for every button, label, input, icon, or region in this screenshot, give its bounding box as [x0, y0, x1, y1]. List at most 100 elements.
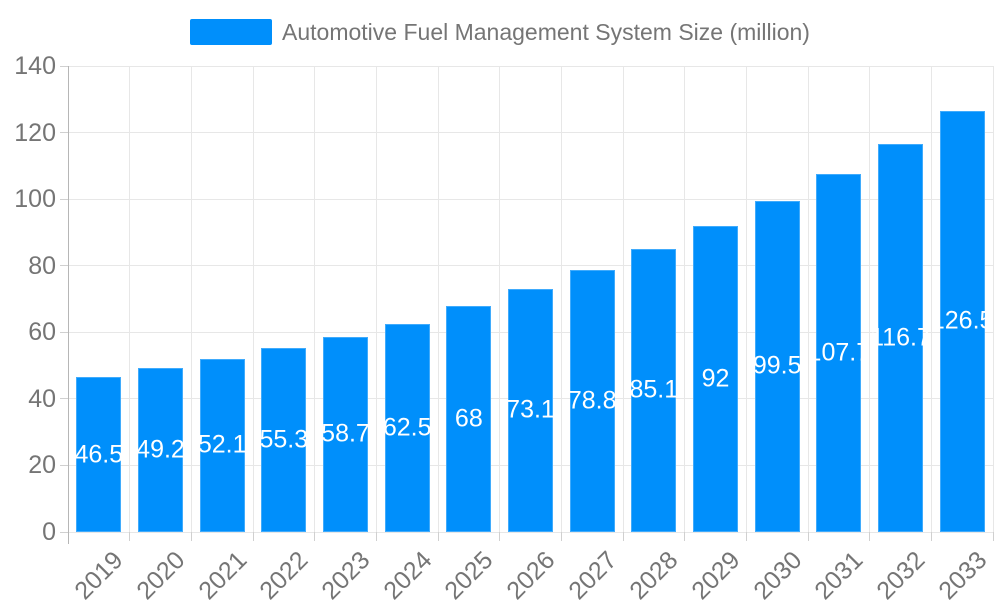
bar-value-label: 85.1 [629, 375, 679, 404]
x-tick-label-2020: 2020 [131, 546, 191, 600]
y-tick [60, 464, 68, 466]
bar-2020[interactable]: 49.2 [136, 368, 185, 532]
x-tick [314, 532, 316, 541]
x-tick [252, 532, 254, 541]
bar-value-label: 116.7 [870, 323, 931, 352]
x-tick-label-2029: 2029 [686, 546, 746, 600]
y-tick-label-100: 100 [14, 185, 56, 214]
gridline-v [499, 66, 501, 532]
y-tick [60, 398, 68, 400]
bar-value-label: 99.5 [752, 351, 802, 380]
x-tick-label-2025: 2025 [439, 546, 499, 600]
bar-2023[interactable]: 58.7 [321, 336, 370, 532]
x-tick-label-2027: 2027 [562, 546, 622, 600]
x-tick [190, 532, 192, 541]
gridline-v [684, 66, 686, 532]
bar-2022[interactable]: 55.3 [259, 347, 309, 532]
gridline-v [375, 66, 377, 532]
bar-2024[interactable]: 62.5 [382, 323, 432, 532]
bar-2032[interactable]: 116.7 [870, 143, 931, 532]
gridline-h [68, 65, 993, 67]
bar-value-label: 55.3 [259, 425, 309, 454]
gridline-v [560, 66, 562, 532]
x-tick [622, 532, 624, 541]
bar-value-label: 107.7 [807, 338, 871, 367]
x-tick [499, 532, 501, 541]
x-tick [992, 532, 994, 541]
x-tick [869, 532, 871, 541]
x-tick [807, 532, 809, 541]
bar-value-label: 49.2 [136, 435, 185, 464]
bar-2026[interactable]: 73.1 [506, 288, 555, 532]
legend-label: Automotive Fuel Management System Size (… [282, 18, 810, 45]
bar-2030[interactable]: 99.5 [752, 200, 802, 532]
gridline-v [190, 66, 192, 532]
x-tick-label-2023: 2023 [316, 546, 376, 600]
y-tick-label-20: 20 [28, 451, 56, 480]
x-tick-label-2032: 2032 [871, 546, 931, 600]
x-tick [129, 532, 131, 541]
bar-value-label: 78.8 [567, 386, 617, 415]
y-tick [60, 531, 68, 533]
x-tick [930, 532, 932, 541]
bar-2031[interactable]: 107.7 [808, 173, 870, 532]
gridline-v [437, 66, 439, 532]
y-tick-label-40: 40 [28, 384, 56, 413]
y-tick-label-140: 140 [14, 52, 56, 80]
bar-2027[interactable]: 78.8 [567, 269, 617, 532]
bar-2028[interactable]: 85.1 [629, 248, 679, 532]
x-tick [745, 532, 747, 541]
bar-value-label: 73.1 [506, 395, 555, 424]
bar-2025[interactable]: 68 [446, 305, 492, 532]
x-tick [684, 532, 686, 541]
bar-value-label: 58.7 [321, 419, 370, 448]
bar-value-label: 52.1 [197, 430, 247, 459]
gridline-h [68, 265, 993, 267]
gridline-v [992, 66, 994, 532]
x-tick-label-2024: 2024 [377, 546, 437, 600]
x-tick-label-2021: 2021 [192, 546, 252, 600]
bar-value-label: 68 [454, 404, 483, 433]
bar-value-label: 62.5 [382, 413, 432, 442]
x-tick [375, 532, 377, 541]
plot-area: 0 20 40 60 80 100 120 140 46.5 2019 49.2 2020 52.1 20… [14, 52, 994, 600]
legend[interactable]: Automotive Fuel Management System Size (… [0, 16, 1000, 48]
y-tick-label-0: 0 [42, 518, 56, 546]
bar-2033[interactable]: 126.5 [931, 110, 993, 532]
bar-value-label: 46.5 [74, 440, 124, 469]
gridline-v [869, 66, 871, 532]
x-tick-label-2030: 2030 [747, 546, 807, 600]
y-tick [60, 331, 68, 333]
y-tick [60, 132, 68, 134]
x-tick-label-2026: 2026 [501, 546, 561, 600]
y-tick-label-60: 60 [28, 318, 56, 347]
x-tick-label-2031: 2031 [809, 546, 869, 600]
bar-2021[interactable]: 52.1 [197, 358, 247, 532]
gridline-h [68, 132, 993, 134]
gridline-v [129, 66, 131, 532]
gridline-h [68, 531, 993, 533]
x-tick-label-2028: 2028 [624, 546, 684, 600]
bar-2019[interactable]: 46.5 [74, 377, 124, 532]
x-tick-label-2033: 2033 [932, 546, 992, 600]
bar-2029[interactable]: 92 [693, 225, 738, 532]
bar-value-label: 126.5 [930, 306, 994, 335]
gridline-v [252, 66, 254, 532]
bar-value-label: 92 [701, 364, 730, 393]
y-tick-label-80: 80 [28, 251, 56, 280]
y-axis-line [68, 66, 69, 544]
gridline-v [745, 66, 747, 532]
x-tick-label-2022: 2022 [254, 546, 314, 600]
gridline-v [314, 66, 316, 532]
x-tick [437, 532, 439, 541]
gridline-v [622, 66, 624, 532]
gridline-v [930, 66, 932, 532]
x-tick [560, 532, 562, 541]
y-tick [60, 265, 68, 267]
y-tick [60, 65, 68, 67]
x-tick-label-2019: 2019 [69, 546, 129, 600]
y-tick [60, 198, 68, 200]
gridline-h [68, 198, 993, 200]
legend-swatch-icon [190, 19, 273, 45]
